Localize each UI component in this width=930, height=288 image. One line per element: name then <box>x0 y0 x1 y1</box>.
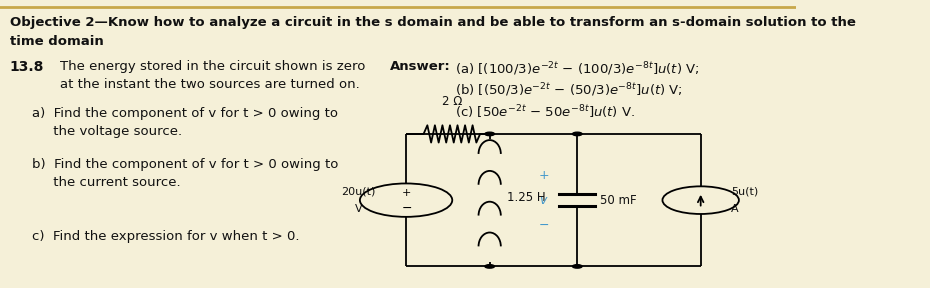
Circle shape <box>573 132 582 136</box>
Text: the voltage source.: the voltage source. <box>32 125 182 138</box>
Text: c)  Find the expression for v when t > 0.: c) Find the expression for v when t > 0. <box>32 230 299 243</box>
Text: (b) [(50/3)$e^{-2t}$ $-$ (50/3)$e^{-8t}$]$u(t)$ V;: (b) [(50/3)$e^{-2t}$ $-$ (50/3)$e^{-8t}$… <box>456 82 684 99</box>
Text: V: V <box>354 204 362 214</box>
Text: $v$: $v$ <box>539 194 549 207</box>
Text: b)  Find the component of v for t > 0 owing to: b) Find the component of v for t > 0 owi… <box>32 158 339 171</box>
Text: 1.25 H: 1.25 H <box>507 191 546 204</box>
Text: 50 mF: 50 mF <box>600 194 636 207</box>
Text: the current source.: the current source. <box>32 176 180 189</box>
Text: $-$: $-$ <box>538 218 550 231</box>
Text: (a) [(100/3)$e^{-2t}$ $-$ (100/3)$e^{-8t}$]$u(t)$ V;: (a) [(100/3)$e^{-2t}$ $-$ (100/3)$e^{-8t… <box>456 60 700 78</box>
Text: 20u(t): 20u(t) <box>341 187 376 196</box>
Text: Objective 2—Know how to analyze a circuit in the s domain and be able to transfo: Objective 2—Know how to analyze a circui… <box>9 16 856 29</box>
Circle shape <box>485 132 495 136</box>
Text: at the instant the two sources are turned on.: at the instant the two sources are turne… <box>60 78 360 91</box>
Text: $-$: $-$ <box>401 201 412 214</box>
Text: +: + <box>402 188 411 198</box>
Text: +: + <box>538 169 549 182</box>
Text: Answer:: Answer: <box>391 60 451 73</box>
Text: A: A <box>731 204 738 214</box>
Text: time domain: time domain <box>9 35 103 48</box>
Text: 2 Ω: 2 Ω <box>442 95 462 108</box>
Text: (c) [50$e^{-2t}$ $-$ 50$e^{-8t}$]$u(t)$ V.: (c) [50$e^{-2t}$ $-$ 50$e^{-8t}$]$u(t)$ … <box>456 103 635 121</box>
Circle shape <box>573 265 582 268</box>
Circle shape <box>485 265 495 268</box>
Text: 5u(t): 5u(t) <box>731 187 758 196</box>
Text: a)  Find the component of v for t > 0 owing to: a) Find the component of v for t > 0 owi… <box>32 107 338 120</box>
Text: 13.8: 13.8 <box>9 60 44 75</box>
Text: The energy stored in the circuit shown is zero: The energy stored in the circuit shown i… <box>60 60 365 73</box>
